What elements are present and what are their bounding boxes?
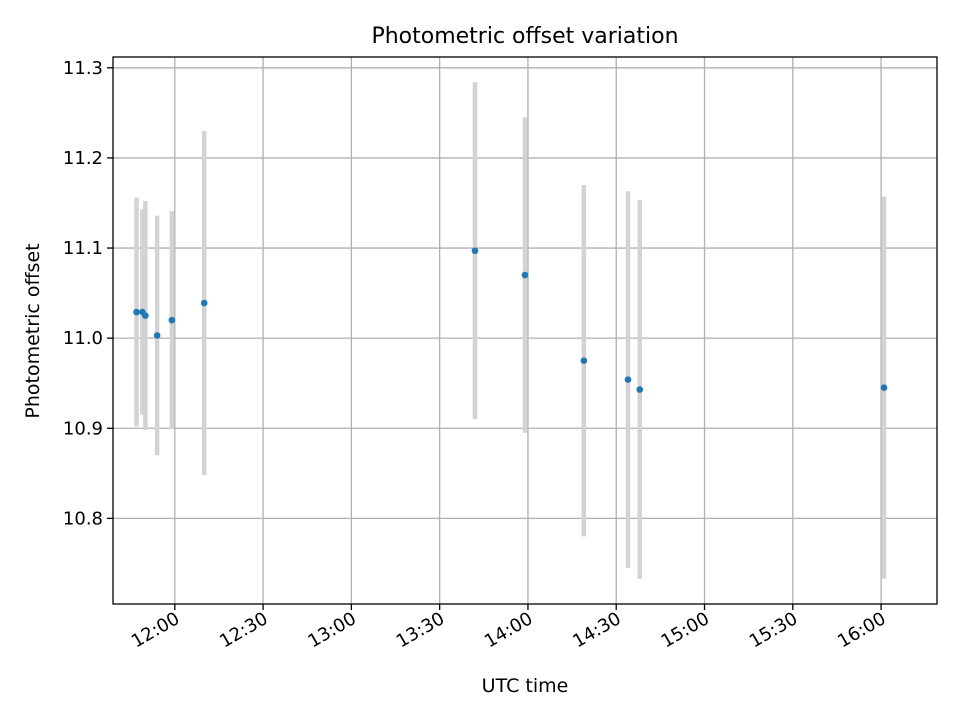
y-tick-label: 10.8 [63, 508, 103, 529]
chart-title: Photometric offset variation [371, 24, 678, 49]
data-point [168, 316, 176, 324]
data-point [153, 332, 161, 339]
y-axis-label: Photometric offset [22, 243, 44, 418]
data-point [521, 271, 529, 279]
data-point [880, 384, 888, 392]
y-tick-label: 11.1 [63, 238, 103, 259]
x-axis-label: UTC time [482, 675, 569, 697]
data-point [624, 376, 632, 383]
data-point [471, 247, 479, 255]
y-tick-label: 11.2 [63, 148, 103, 169]
y-tick-label: 10.9 [63, 418, 103, 439]
data-point [142, 312, 149, 319]
y-axis: 10.8 10.9 11.0 11.1 11.2 11.3 [63, 58, 113, 529]
y-tick-label: 11.0 [63, 328, 103, 349]
y-tick-label: 11.3 [63, 58, 103, 79]
data-point [580, 357, 588, 364]
data-point [636, 386, 644, 393]
data-point [200, 299, 208, 307]
point-layer [133, 247, 888, 393]
data-point [133, 308, 140, 316]
plot-area-frame [112, 56, 938, 605]
